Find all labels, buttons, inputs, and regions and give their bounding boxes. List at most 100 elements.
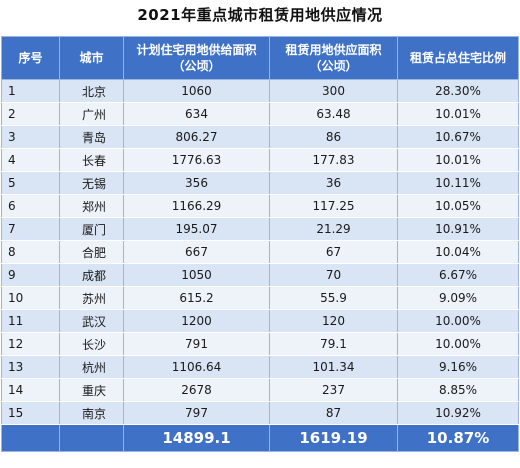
table-body: 1 北京 1060 300 28.30% 2 广州 634 63.48 10.01% 3 青岛 806.… [1,79,519,425]
row-planned-area-cell: 797 [123,401,270,425]
row-index-cell: 15 [1,401,60,425]
row-rental-area-cell: 120 [269,309,398,333]
row-planned-area-cell: 1060 [123,79,270,103]
rental-land-table: 序号 城市 计划住宅用地供给面积 （公顷） 租赁用地供应面积 （公顷） 租赁占总… [1,36,519,452]
row-index-cell: 14 [1,378,60,402]
header-rental-area: 租赁用地供应面积 （公顷） [269,36,398,80]
row-rental-area-cell: 237 [269,378,398,402]
header-planned-area: 计划住宅用地供给面积 （公顷） [123,36,270,80]
row-planned-area-cell: 2678 [123,378,270,402]
table-row: 1 北京 1060 300 28.30% [1,79,519,103]
table-row: 12 长沙 791 79.1 10.00% [1,332,519,356]
row-planned-area-cell: 667 [123,240,270,264]
row-index-cell: 12 [1,332,60,356]
totals-blank-cell [59,424,124,452]
row-planned-area-cell: 1200 [123,309,270,333]
row-planned-area-cell: 1166.29 [123,194,270,218]
row-city-cell: 郑州 [59,194,124,218]
total-rental-ratio: 10.87% [397,424,519,452]
header-planned-area-title: 计划住宅用地供给面积 [136,43,257,57]
row-ratio-cell: 28.30% [397,79,519,103]
table-row: 4 长春 1776.63 177.83 10.01% [1,148,519,172]
row-ratio-cell: 10.01% [397,102,519,126]
header-rental-area-unit: （公顷） [309,59,358,73]
row-ratio-cell: 10.01% [397,148,519,172]
row-planned-area-cell: 806.27 [123,125,270,149]
totals-blank-cell [1,424,60,452]
row-rental-area-cell: 86 [269,125,398,149]
row-rental-area-cell: 55.9 [269,286,398,310]
row-planned-area-cell: 195.07 [123,217,270,241]
table-row: 5 无锡 356 36 10.11% [1,171,519,195]
row-index-cell: 7 [1,217,60,241]
row-city-cell: 南京 [59,401,124,425]
header-city: 城市 [59,36,124,80]
row-index-cell: 2 [1,102,60,126]
row-ratio-cell: 10.11% [397,171,519,195]
row-ratio-cell: 10.92% [397,401,519,425]
row-city-cell: 青岛 [59,125,124,149]
row-city-cell: 长沙 [59,332,124,356]
row-planned-area-cell: 1776.63 [123,148,270,172]
row-index-cell: 13 [1,355,60,379]
row-rental-area-cell: 87 [269,401,398,425]
row-rental-area-cell: 117.25 [269,194,398,218]
row-ratio-cell: 10.00% [397,332,519,356]
row-planned-area-cell: 791 [123,332,270,356]
table-row: 7 厦门 195.07 21.29 10.91% [1,217,519,241]
row-index-cell: 6 [1,194,60,218]
row-city-cell: 苏州 [59,286,124,310]
table-row: 11 武汉 1200 120 10.00% [1,309,519,333]
row-rental-area-cell: 101.34 [269,355,398,379]
row-index-cell: 3 [1,125,60,149]
table-row: 3 青岛 806.27 86 10.67% [1,125,519,149]
row-planned-area-cell: 634 [123,102,270,126]
table-row: 10 苏州 615.2 55.9 9.09% [1,286,519,310]
row-city-cell: 无锡 [59,171,124,195]
row-ratio-cell: 9.09% [397,286,519,310]
table-title: 2021年重点城市租赁用地供应情况 [137,6,383,24]
row-ratio-cell: 10.91% [397,217,519,241]
row-city-cell: 厦门 [59,217,124,241]
row-city-cell: 杭州 [59,355,124,379]
row-planned-area-cell: 1050 [123,263,270,287]
row-ratio-cell: 9.16% [397,355,519,379]
table-row: 9 成都 1050 70 6.67% [1,263,519,287]
header-row: 序号 城市 计划住宅用地供给面积 （公顷） 租赁用地供应面积 （公顷） 租赁占总… [1,36,519,80]
row-index-cell: 9 [1,263,60,287]
row-rental-area-cell: 79.1 [269,332,398,356]
table-row: 6 郑州 1166.29 117.25 10.05% [1,194,519,218]
row-index-cell: 1 [1,79,60,103]
row-rental-area-cell: 36 [269,171,398,195]
row-city-cell: 合肥 [59,240,124,264]
total-planned-area: 14899.1 [123,424,270,452]
row-rental-area-cell: 70 [269,263,398,287]
row-index-cell: 8 [1,240,60,264]
row-planned-area-cell: 356 [123,171,270,195]
table-row: 15 南京 797 87 10.92% [1,401,519,425]
table-row: 2 广州 634 63.48 10.01% [1,102,519,126]
table-row: 13 杭州 1106.64 101.34 9.16% [1,355,519,379]
row-rental-area-cell: 177.83 [269,148,398,172]
header-rental-area-title: 租赁用地供应面积 [285,43,382,57]
row-city-cell: 成都 [59,263,124,287]
row-city-cell: 长春 [59,148,124,172]
row-ratio-cell: 10.00% [397,309,519,333]
row-index-cell: 5 [1,171,60,195]
row-ratio-cell: 10.05% [397,194,519,218]
total-rental-area: 1619.19 [269,424,398,452]
table-row: 14 重庆 2678 237 8.85% [1,378,519,402]
header-rental-ratio: 租赁占总住宅比例 [397,36,519,80]
row-planned-area-cell: 615.2 [123,286,270,310]
row-index-cell: 11 [1,309,60,333]
row-ratio-cell: 6.67% [397,263,519,287]
row-ratio-cell: 8.85% [397,378,519,402]
row-city-cell: 广州 [59,102,124,126]
row-city-cell: 北京 [59,79,124,103]
row-ratio-cell: 10.67% [397,125,519,149]
row-rental-area-cell: 63.48 [269,102,398,126]
table-row: 8 合肥 667 67 10.04% [1,240,519,264]
row-rental-area-cell: 300 [269,79,398,103]
row-ratio-cell: 10.04% [397,240,519,264]
header-planned-area-unit: （公顷） [172,59,221,73]
